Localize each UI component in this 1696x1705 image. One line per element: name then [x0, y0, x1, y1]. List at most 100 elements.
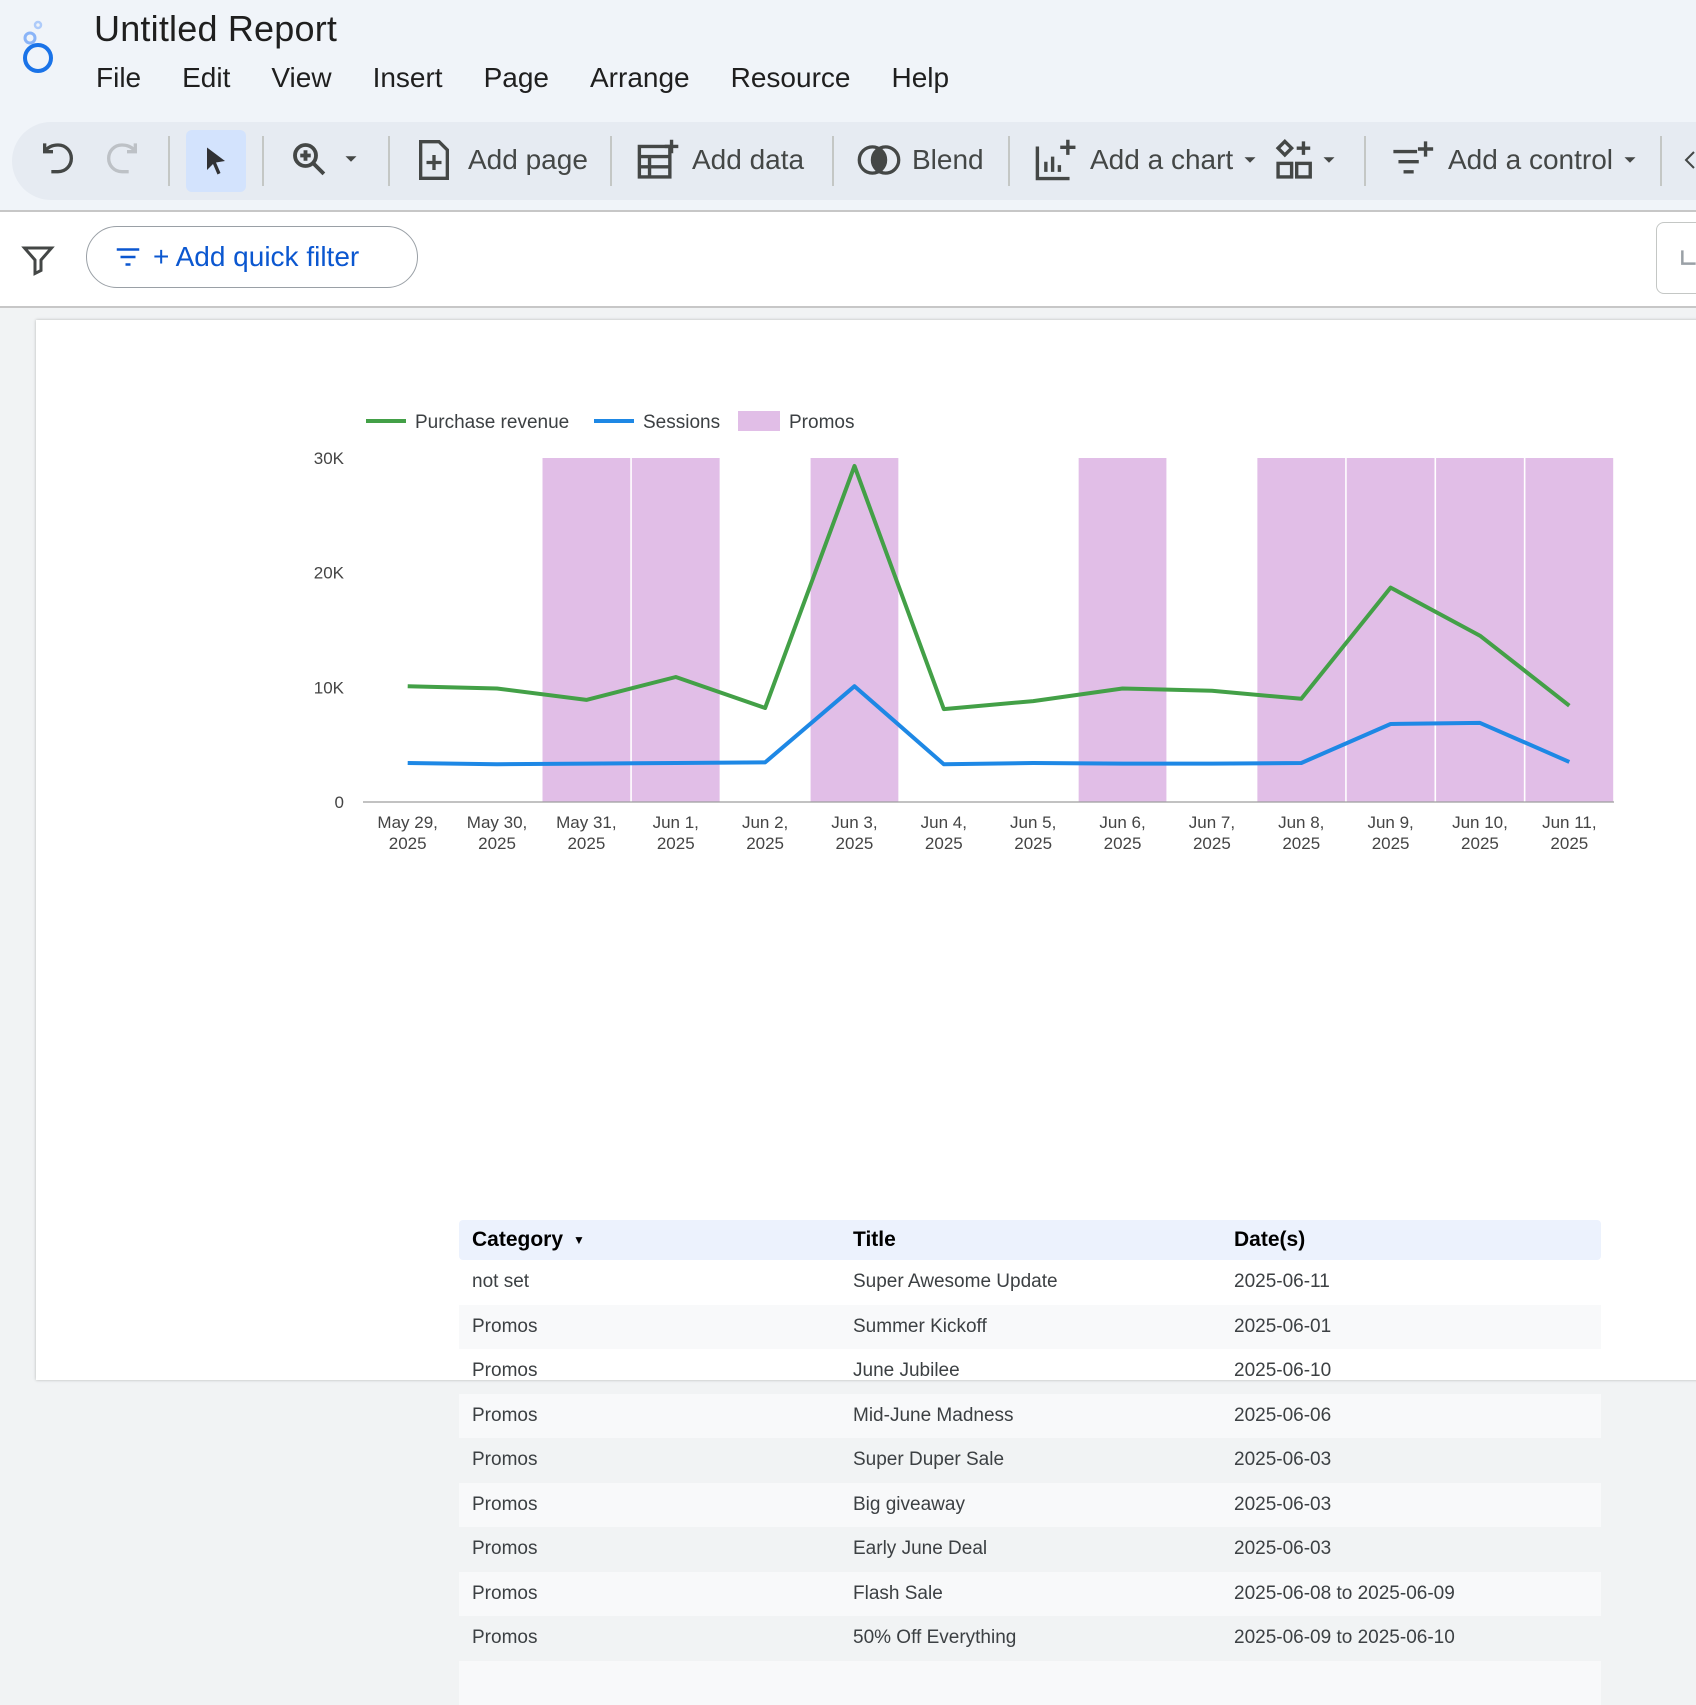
x-tick-label: May 29,	[377, 813, 437, 832]
cell-category: Promos	[459, 1449, 840, 1471]
toolbar-divider	[388, 136, 390, 186]
zoom-in-icon	[288, 138, 330, 180]
cell-category: Promos	[459, 1494, 840, 1516]
cell-title: Big giveaway	[840, 1494, 1221, 1516]
cell-title: Early June Deal	[840, 1538, 1221, 1560]
table-row[interactable]	[459, 1661, 1601, 1705]
toolbar-divider	[1364, 136, 1366, 186]
x-tick-label: 2025	[657, 834, 695, 853]
add-quick-filter-button[interactable]: + Add quick filter	[86, 226, 418, 288]
redo-button[interactable]	[102, 140, 142, 180]
cell-category: Promos	[459, 1538, 840, 1560]
x-tick-label: Jun 7,	[1189, 813, 1235, 832]
menu-page[interactable]: Page	[484, 62, 549, 94]
add-data-button[interactable]: Add data	[636, 138, 804, 182]
y-tick-label: 30K	[314, 449, 345, 468]
y-tick-label: 10K	[314, 678, 345, 697]
promo-band	[1347, 458, 1435, 802]
cell-dates: 2025-06-10	[1221, 1360, 1601, 1382]
undo-button[interactable]	[38, 140, 78, 180]
blend-button[interactable]: Blend	[856, 138, 984, 182]
x-tick-label: 2025	[478, 834, 516, 853]
promo-band	[632, 458, 720, 802]
cell-dates: 2025-06-11	[1221, 1271, 1601, 1293]
add-quick-filter-label: + Add quick filter	[153, 241, 359, 273]
toolbar: Add page Add data Blend Add a chart	[12, 122, 1696, 200]
x-tick-label: 2025	[1550, 834, 1588, 853]
x-tick-label: 2025	[1461, 834, 1499, 853]
select-tool-button[interactable]	[186, 130, 246, 192]
add-data-icon	[636, 138, 680, 182]
column-header-dates[interactable]: Date(s)	[1221, 1228, 1601, 1252]
table-header: Category▼ Title Date(s)	[459, 1220, 1601, 1260]
menu-edit[interactable]: Edit	[182, 62, 230, 94]
add-data-label: Add data	[692, 144, 804, 176]
side-panel-toggle[interactable]	[1656, 222, 1696, 294]
add-chart-button[interactable]: Add a chart	[1034, 138, 1261, 182]
legend-sessions-label: Sessions	[643, 412, 720, 433]
redo-icon	[102, 140, 142, 180]
looker-studio-logo-icon[interactable]	[20, 18, 60, 74]
add-page-label: Add page	[468, 144, 588, 176]
cell-dates: 2025-06-06	[1221, 1405, 1601, 1427]
arrow-icon	[1679, 247, 1696, 267]
filter-icon[interactable]	[20, 242, 56, 278]
cell-dates: 2025-06-03	[1221, 1494, 1601, 1516]
undo-icon	[38, 140, 78, 180]
x-tick-label: Jun 9,	[1367, 813, 1413, 832]
legend-promos-swatch	[738, 411, 780, 431]
chevron-left-icon	[1684, 142, 1696, 178]
menu-insert[interactable]: Insert	[373, 62, 443, 94]
promo-band	[1079, 458, 1167, 802]
cell-title: Summer Kickoff	[840, 1316, 1221, 1338]
cell-category: Promos	[459, 1360, 840, 1382]
cell-title: 50% Off Everything	[840, 1627, 1221, 1649]
cell-dates: 2025-06-09 to 2025-06-10	[1221, 1627, 1601, 1649]
menu-file[interactable]: File	[96, 62, 141, 94]
add-control-button[interactable]: Add a control	[1390, 138, 1641, 182]
promo-band	[811, 458, 899, 802]
x-tick-label: 2025	[746, 834, 784, 853]
column-header-title[interactable]: Title	[840, 1228, 1221, 1252]
cell-title: Super Awesome Update	[840, 1271, 1221, 1293]
report-title[interactable]: Untitled Report	[94, 8, 337, 50]
menu-resource[interactable]: Resource	[731, 62, 851, 94]
add-component-button[interactable]	[1274, 138, 1340, 182]
toolbar-divider	[610, 136, 612, 186]
legend-purchase-revenue-label: Purchase revenue	[415, 412, 569, 433]
toolbar-divider	[1660, 136, 1662, 186]
menu-help[interactable]: Help	[891, 62, 949, 94]
x-tick-label: Jun 2,	[742, 813, 788, 832]
x-tick-label: Jun 3,	[831, 813, 877, 832]
menu-arrange[interactable]: Arrange	[590, 62, 690, 94]
menu-view[interactable]: View	[271, 62, 331, 94]
cell-title: Super Duper Sale	[840, 1449, 1221, 1471]
blend-label: Blend	[912, 144, 984, 176]
collapse-toolbar-button[interactable]	[1684, 142, 1696, 178]
column-header-category[interactable]: Category▼	[459, 1228, 840, 1252]
zoom-button[interactable]	[288, 138, 362, 180]
x-tick-label: 2025	[389, 834, 427, 853]
cell-dates: 2025-06-01	[1221, 1316, 1601, 1338]
x-tick-label: May 31,	[556, 813, 616, 832]
chevron-down-icon	[1318, 149, 1340, 171]
sort-desc-icon[interactable]: ▼	[573, 1233, 585, 1247]
cell-category: Promos	[459, 1627, 840, 1649]
chevron-down-icon	[340, 148, 362, 170]
cell-dates: 2025-06-03	[1221, 1449, 1601, 1471]
add-page-button[interactable]: Add page	[414, 138, 588, 182]
x-tick-label: Jun 8,	[1278, 813, 1324, 832]
cell-title: Flash Sale	[840, 1583, 1221, 1605]
y-tick-label: 20K	[314, 564, 345, 583]
